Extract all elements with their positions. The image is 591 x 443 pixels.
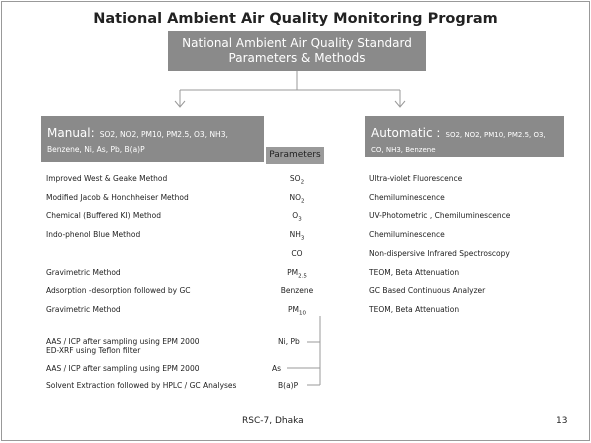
standard-box: National Ambient Air Quality Standard Pa… (168, 31, 426, 71)
parameter: As (272, 364, 281, 373)
automatic-method: Non-dispersive Infrared Spectroscopy (369, 248, 510, 258)
parameter: PM2.5 (257, 268, 337, 280)
manual-method: Gravimetric Method (46, 304, 121, 314)
parameter-name: NH (289, 230, 301, 240)
automatic-method: TEOM, Beta Attenuation (369, 267, 460, 277)
automatic-list: SO2, NO2, PM10, PM2.5, O3, CO, NH3, Benz… (371, 131, 546, 154)
manual-method: Chemical (Buffered KI) Method (46, 211, 162, 221)
parameter-name: NO (289, 192, 301, 202)
title: National Ambient Air Quality Monitoring … (93, 11, 498, 27)
parameter-subscript: 2 (301, 198, 305, 205)
parameter-subscript: 3 (298, 216, 302, 223)
parameter-name: O (292, 211, 299, 221)
manual-method: Improved West & Geake Method (46, 174, 168, 183)
parameter-name: SO (289, 174, 301, 183)
parameter: O3 (257, 211, 337, 223)
automatic-method: GC Based Continuous Analyzer (369, 286, 486, 296)
manual-box: Manual: SO2, NO2, PM10, PM2.5, O3, NH3, … (41, 116, 264, 162)
footer-text: RSC-7, Dhaka (242, 416, 304, 426)
parameter: SO2 (257, 174, 337, 186)
automatic-method: Chemiluminescence (369, 192, 445, 202)
parameter: CO (257, 249, 337, 258)
manual-method: Gravimetric Method (46, 267, 121, 277)
page-number: 13 (556, 416, 568, 426)
manual-method: AAS / ICP after sampling using EPM 2000 (46, 337, 200, 346)
parameter-name: CO (291, 248, 303, 258)
parameter: Benzene (257, 286, 337, 295)
parameter-subscript: 10 (299, 310, 306, 317)
automatic-label: Automatic : (371, 126, 441, 140)
parameter-name: B(a)P (278, 381, 299, 390)
automatic-box: Automatic : SO2, NO2, PM10, PM2.5, O3, C… (365, 116, 564, 157)
automatic-method: Chemiluminescence (369, 230, 445, 240)
parameter-name: PM (288, 304, 299, 314)
manual-method: Solvent Extraction followed by HPLC / GC… (46, 381, 237, 390)
standard-line: Parameters & Methods (228, 51, 366, 65)
manual-label: Manual: (47, 126, 95, 140)
automatic-method: UV-Photometric , Chemiluminescence (369, 211, 511, 221)
parameter-subscript: 2 (300, 179, 305, 186)
parameter: PM10 (257, 305, 337, 317)
manual-method: Indo-phenol Blue Method (46, 230, 141, 240)
automatic-method: TEOM, Beta Attenuation (369, 304, 460, 314)
parameter-name: Ni, Pb (278, 337, 300, 346)
manual-method: ED-XRF using Teflon filter (46, 346, 141, 355)
parameter-subscript: 3 (300, 235, 305, 242)
parameters-header: Parameters (266, 147, 324, 164)
parameter: NH3 (257, 230, 337, 242)
parameter: B(a)P (278, 381, 298, 390)
standard-line: National Ambient Air Quality Standard (182, 36, 412, 50)
automatic-method: Ultra-violet Fluorescence (369, 174, 463, 183)
parameter-name: As (272, 364, 282, 373)
parameter-subscript: 2.5 (298, 273, 307, 279)
manual-list: SO2, NO2, PM10, PM2.5, O3, NH3, Benzene,… (47, 130, 228, 154)
parameter-name: Benzene (280, 286, 314, 296)
parameter-name: PM (287, 267, 299, 277)
manual-method: Modified Jacob & Honchheiser Method (46, 192, 189, 202)
manual-method: Adsorption -desorption followed by GC (46, 286, 191, 296)
parameter: NO2 (257, 193, 337, 205)
parameter: Ni, Pb (278, 337, 300, 346)
manual-method: AAS / ICP after sampling using EPM 2000 (46, 364, 200, 373)
